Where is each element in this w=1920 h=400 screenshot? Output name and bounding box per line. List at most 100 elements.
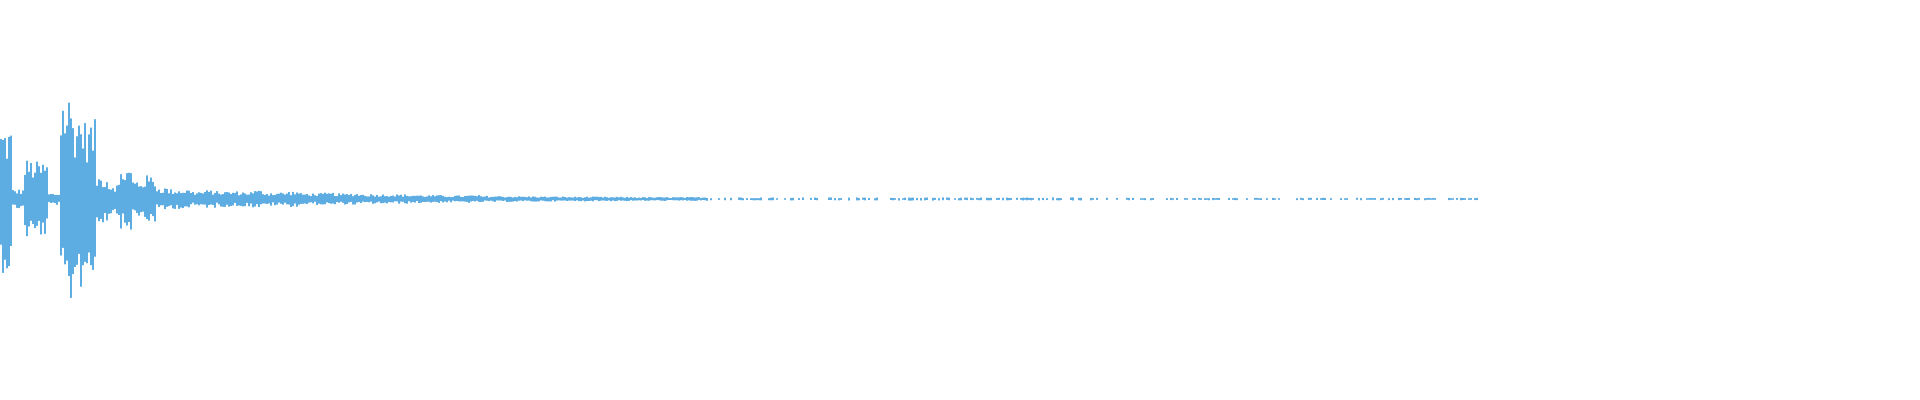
waveform-bar <box>318 193 320 204</box>
waveform-bar <box>662 197 664 201</box>
waveform-bar <box>810 197 812 200</box>
waveform-bar <box>802 197 804 200</box>
waveform-bar <box>616 196 618 201</box>
waveform-bar <box>494 196 496 202</box>
waveform-bar <box>692 197 694 201</box>
waveform-bar <box>552 196 554 201</box>
waveform-bar <box>276 193 278 205</box>
waveform-bar <box>1006 197 1008 201</box>
waveform-bar <box>84 123 86 262</box>
waveform-bar <box>892 198 894 201</box>
waveform-bar <box>1448 197 1450 201</box>
waveform-bar <box>412 195 414 202</box>
waveform-bar <box>664 197 666 201</box>
waveform-bar <box>790 197 792 201</box>
waveform-bar <box>576 197 578 201</box>
waveform-bar <box>558 197 560 201</box>
waveform-bar <box>864 197 866 201</box>
waveform-bar <box>660 197 662 201</box>
waveform-bar <box>902 198 904 200</box>
waveform-bar <box>694 197 696 201</box>
waveform-bar <box>346 194 348 204</box>
waveform-bar <box>518 196 520 201</box>
waveform-bar <box>724 197 726 201</box>
waveform-bar <box>410 196 412 203</box>
waveform-bar <box>1024 197 1026 200</box>
waveform-bar <box>142 187 144 212</box>
waveform-bar <box>954 198 956 200</box>
waveform-bar <box>464 196 466 202</box>
waveform-bar <box>240 194 242 206</box>
waveform-bar <box>652 197 654 201</box>
waveform-bar <box>262 194 264 204</box>
waveform-bar <box>618 197 620 201</box>
waveform-bar <box>1464 198 1466 200</box>
waveform-bar <box>422 196 424 202</box>
waveform-bar <box>224 192 226 207</box>
waveform-bar <box>166 189 168 207</box>
waveform-bar <box>704 197 706 201</box>
waveform-bar <box>644 197 646 201</box>
waveform-bar <box>978 198 980 201</box>
waveform-bar <box>960 197 962 201</box>
waveform-bar <box>38 166 40 221</box>
waveform-bar <box>152 181 154 217</box>
waveform-bar <box>564 197 566 201</box>
waveform-bar <box>134 183 136 211</box>
waveform-bar <box>600 196 602 201</box>
waveform-bar <box>272 195 274 203</box>
waveform-bar <box>640 197 642 201</box>
waveform-bar <box>572 197 574 201</box>
waveform-bar <box>838 198 840 201</box>
waveform-bar <box>50 194 52 203</box>
waveform-bar <box>242 192 244 207</box>
waveform-bar <box>904 197 906 201</box>
waveform-bar <box>324 192 326 205</box>
waveform-bar <box>290 195 292 207</box>
waveform-bar <box>1310 197 1312 200</box>
waveform-bar <box>508 196 510 202</box>
waveform-bar <box>614 197 616 202</box>
waveform-bar <box>1026 197 1028 201</box>
waveform-bar <box>430 196 432 203</box>
waveform-bar <box>146 175 148 219</box>
waveform-bar <box>268 195 270 204</box>
waveform-bar <box>1404 198 1406 200</box>
waveform-bar <box>680 197 682 201</box>
waveform-bar <box>100 180 102 219</box>
waveform-bar <box>1308 197 1310 200</box>
waveform-bar <box>1428 197 1430 200</box>
waveform-bar <box>62 110 64 248</box>
waveform-bar <box>60 135 62 256</box>
waveform-bar <box>650 197 652 201</box>
waveform-bar <box>688 197 690 201</box>
waveform-bar <box>126 173 128 226</box>
waveform-bar <box>188 190 190 208</box>
waveform-bar <box>998 197 1000 200</box>
waveform-bar <box>682 197 684 201</box>
waveform-bar <box>1022 197 1024 201</box>
waveform-bar <box>316 196 318 205</box>
waveform-bar <box>642 197 644 200</box>
waveform-bar <box>306 194 308 205</box>
waveform-bar <box>520 196 522 201</box>
waveform-bar <box>374 196 376 204</box>
waveform-bar <box>416 195 418 201</box>
waveform-bar <box>996 198 998 200</box>
waveform-bar <box>1366 198 1368 200</box>
waveform-bar <box>758 198 760 201</box>
waveform-bar <box>74 157 76 267</box>
waveform-bar <box>1010 198 1012 200</box>
waveform-bar <box>1476 197 1478 200</box>
waveform-bar <box>504 197 506 201</box>
waveform-bar <box>168 193 170 207</box>
waveform-bar <box>920 198 922 201</box>
waveform-bar <box>666 197 668 201</box>
waveform-bar <box>174 192 176 209</box>
waveform-bar <box>1176 198 1178 200</box>
waveform-bar <box>816 197 818 201</box>
waveform-bar <box>990 197 992 201</box>
waveform-bar <box>1046 198 1048 200</box>
waveform-bar <box>658 197 660 201</box>
